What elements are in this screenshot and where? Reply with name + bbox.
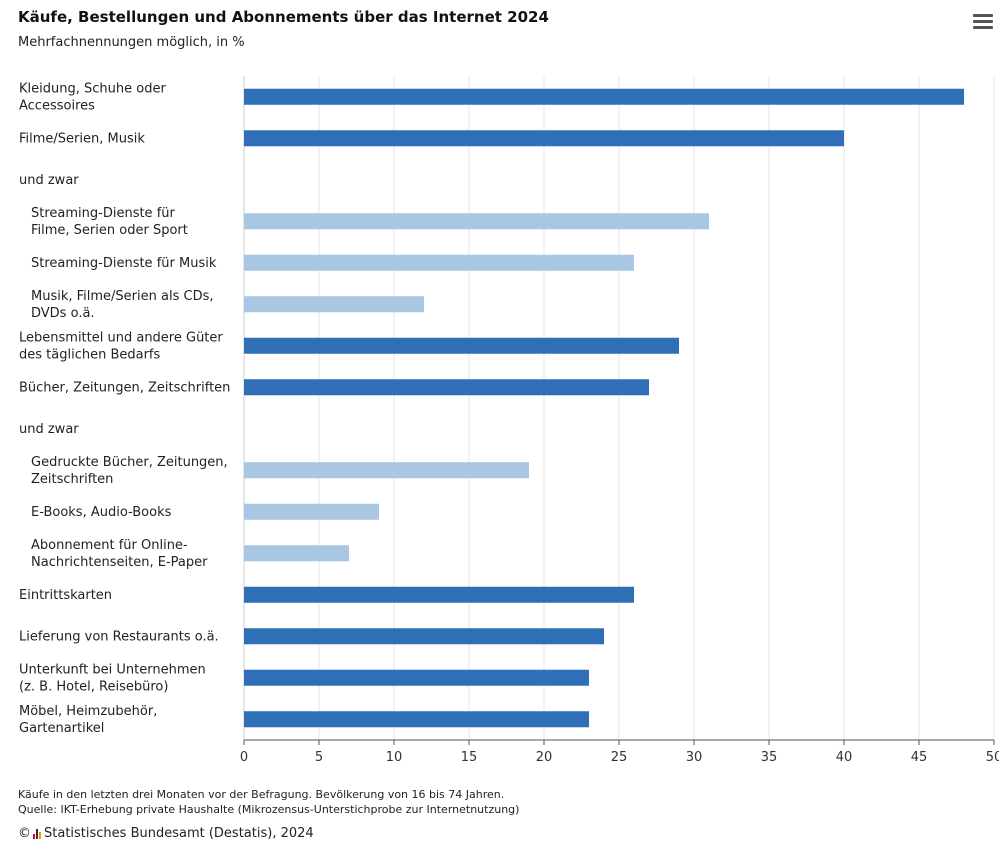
category-label: Lieferung von Restaurants o.ä. [19,629,219,644]
chart-title: Käufe, Bestellungen und Abonnements über… [18,8,549,26]
category-label: Abonnement für Online-Nachrichtenseiten,… [31,538,208,570]
footnote: Käufe in den letzten drei Monaten vor de… [18,788,505,801]
x-tick-label: 5 [315,750,323,765]
category-label: Lebensmittel und andere Güter des täglich… [19,330,223,362]
x-tick-label: 30 [686,750,703,765]
bar [244,669,589,686]
bar [244,296,424,313]
bar [244,503,379,520]
category-label: Bücher, Zeitungen, Zeitschriften [19,380,230,395]
chart-subtitle: Mehrfachnennungen möglich, in % [18,35,245,50]
bar [244,254,634,271]
x-tick-label: 45 [911,750,928,765]
category-label: E-Books, Audio-Books [31,505,172,520]
bar [244,462,529,479]
bar [244,545,349,562]
category-label: Möbel, Heimzubehör, Gartenartikel [19,704,157,736]
credit-text: Statistisches Bundesamt (Destatis), 2024 [44,826,314,841]
category-label: und zwar [19,422,79,437]
source-note: Quelle: IKT-Erhebung private Haushalte (… [18,803,520,816]
bar-chart: 0 5 10 15 20 25 30 35 40 45 50 Kleidung, Schuhe ode… [19,76,999,765]
chart-notes: Käufe in den letzten drei Monaten vor de… [18,787,519,817]
category-label: Unterkunft bei Unternehmen (z. B. Hotel, … [19,662,206,694]
bar [244,379,649,396]
category-label: Filme/Serien, Musik [19,131,145,146]
bar [244,88,964,105]
bar [244,711,589,728]
category-label: Streaming-Dienste für Musik [31,256,217,271]
category-label: Gedruckte Bücher, Zeitungen, Zeitschrifte… [31,455,228,487]
bar [244,213,709,230]
bar [244,337,679,354]
x-tick-label: 25 [611,750,628,765]
category-label: Kleidung, Schuhe oder Accessoires [19,81,166,113]
bar [244,586,634,603]
hamburger-menu-icon[interactable] [973,14,993,32]
copyright-symbol: © [18,826,31,841]
x-tick-label: 10 [386,750,403,765]
x-tick-label: 0 [240,750,248,765]
x-tick-label: 20 [536,750,553,765]
category-label: Streaming-Dienste für Filme, Serien oder … [31,206,188,238]
credit-line: © Statistisches Bundesamt (Destatis), 20… [18,826,314,841]
bar [244,130,844,147]
x-tick-label: 35 [761,750,778,765]
x-tick-label: 40 [836,750,853,765]
x-tick-label: 50 [986,750,999,765]
x-tick-label: 15 [461,750,478,765]
bar [244,628,604,645]
category-label: Musik, Filme/Serien als CDs, DVDs o.ä. [31,289,213,321]
category-label: Eintrittskarten [19,588,112,603]
category-label: und zwar [19,173,79,188]
destatis-logo-icon [33,828,41,839]
